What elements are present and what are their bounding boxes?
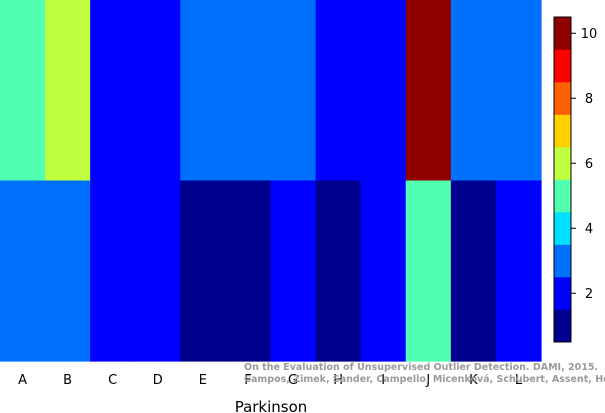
color-legend-swatch: [554, 277, 571, 310]
heatmap-cell-a-row1: [0, 0, 46, 182]
x-axis-title: Parkinson: [235, 398, 308, 413]
color-legend-swatch: [554, 179, 571, 213]
color-legend-swatch: [554, 309, 571, 343]
x-axis-tick-labels: A B C D E F G H I J K L: [18, 373, 523, 388]
color-legend-swatch: [554, 49, 571, 83]
heatmap-cell-g-row2: [270, 180, 317, 362]
heatmap-cell-k-row1: [450, 0, 497, 182]
heatmap-cell-j-row2: [405, 180, 452, 362]
heatmap-cell-h-row1: [315, 0, 362, 182]
color-legend-tick-label: 4: [585, 222, 593, 237]
color-legend-tick-label: 10: [581, 27, 598, 42]
color-legend-tick-label: 2: [585, 287, 593, 302]
heatmap-cell-e-row1: [180, 0, 227, 182]
color-legend-tick-label: 6: [585, 157, 593, 172]
heatmap-cell-b-row2: [45, 180, 91, 362]
color-legend-tick-label: 8: [585, 92, 593, 107]
heatmap-cell-f-row1: [225, 0, 272, 182]
heatmap-cell-j-row1: [405, 0, 452, 182]
x-tick-label: C: [108, 373, 117, 388]
x-tick-label: A: [18, 373, 27, 388]
x-tick-label: G: [288, 373, 298, 388]
heatmap-cell-h-row2: [315, 180, 362, 362]
heatmap-cell-c-row1: [90, 0, 136, 182]
color-legend-ticks: 2 4 6 8 10: [571, 27, 597, 302]
heatmap-cell-i-row2: [360, 180, 407, 362]
watermark-line-1: On the Evaluation of Unsupervised Outlie…: [244, 362, 598, 373]
heatmap-cell-c-row2: [90, 180, 136, 362]
color-legend-swatch: [554, 82, 571, 115]
heatmap-cell-b-row1: [45, 0, 91, 182]
color-legend-swatch: [554, 212, 571, 245]
x-tick-label: H: [333, 373, 343, 388]
color-legend: [553, 16, 572, 343]
heatmap-cell-l-row1: [495, 0, 542, 182]
color-legend-swatch: [554, 17, 571, 50]
color-legend-swatch: [554, 244, 571, 278]
watermark-line-2: Campos, Zimek, Sander, Campello, Micenko…: [244, 374, 605, 385]
heatmap-cells: [0, 0, 542, 362]
x-tick-label: I: [381, 373, 385, 388]
heatmap-cell-d-row2: [135, 180, 181, 362]
x-tick-label: D: [153, 373, 163, 388]
x-tick-label: F: [244, 373, 251, 388]
heatmap-cell-l-row2: [495, 180, 542, 362]
heatmap-cell-f-row2: [225, 180, 272, 362]
x-tick-label: E: [199, 373, 207, 388]
x-tick-label: K: [469, 373, 478, 388]
x-tick-label: J: [425, 373, 430, 388]
heatmap-cell-i-row1: [360, 0, 407, 182]
heatmap-cell-e-row2: [180, 180, 227, 362]
heatmap-cell-a-row2: [0, 180, 46, 362]
x-tick-label: B: [63, 373, 72, 388]
heatmap-cell-d-row1: [135, 0, 181, 182]
heatmap-cell-g-row1: [270, 0, 317, 182]
color-legend-swatch: [554, 114, 571, 148]
color-legend-swatch: [554, 147, 571, 180]
color-legend-frame: [553, 16, 572, 343]
x-tick-label: L: [515, 373, 523, 388]
heatmap-cell-k-row2: [450, 180, 497, 362]
